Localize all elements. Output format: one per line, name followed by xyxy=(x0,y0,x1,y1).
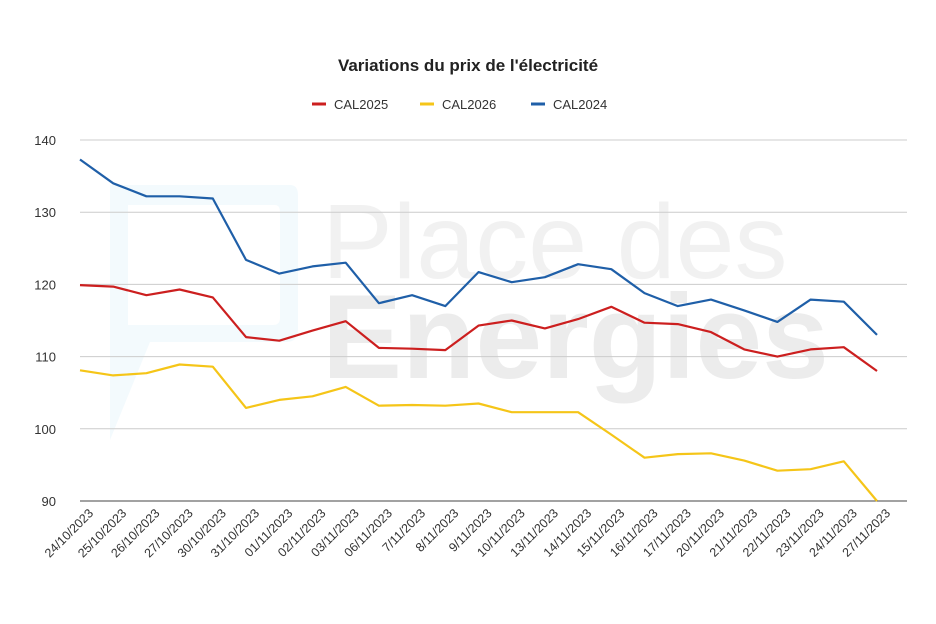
y-axis: 90 100 110 120 130 140 xyxy=(34,133,56,509)
chart-title: Variations du prix de l'électricité xyxy=(338,56,598,75)
legend-label: CAL2024 xyxy=(553,97,607,112)
legend-label: CAL2026 xyxy=(442,97,496,112)
y-tick-label: 140 xyxy=(34,133,56,148)
svg-text:Place des: Place des xyxy=(322,183,788,301)
series-line-cal2026 xyxy=(79,363,878,502)
legend-item-cal2026: CAL2026 xyxy=(420,97,496,112)
watermark-logo: Place des Energies xyxy=(110,183,829,440)
y-tick-label: 110 xyxy=(35,350,56,365)
y-tick-label: 100 xyxy=(34,422,56,437)
series-line-cal2025 xyxy=(79,284,878,372)
x-axis: 24/10/202325/10/202326/10/202327/10/2023… xyxy=(42,506,893,560)
y-tick-label: 130 xyxy=(34,205,56,220)
series-lines xyxy=(79,158,878,502)
y-tick-label: 120 xyxy=(34,277,56,292)
legend: CAL2025 CAL2026 CAL2024 xyxy=(312,97,607,112)
svg-text:Energies: Energies xyxy=(322,270,829,404)
series-line-cal2024 xyxy=(79,158,878,336)
gridlines xyxy=(80,139,907,502)
y-tick-label: 90 xyxy=(42,494,56,509)
legend-item-cal2025: CAL2025 xyxy=(312,97,388,112)
legend-label: CAL2025 xyxy=(334,97,388,112)
legend-item-cal2024: CAL2024 xyxy=(531,97,607,112)
